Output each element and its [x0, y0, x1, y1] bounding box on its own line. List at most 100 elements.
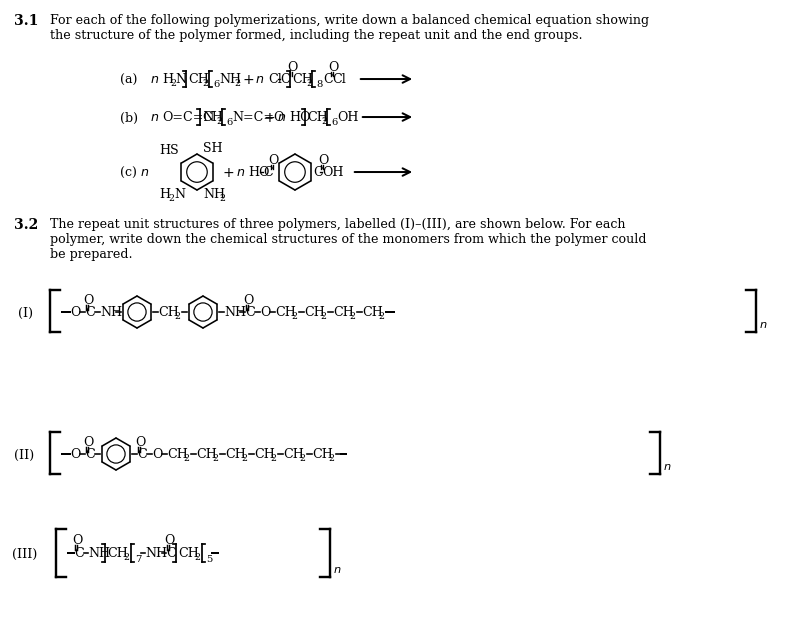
Text: O: O	[83, 294, 94, 307]
Text: 2: 2	[182, 454, 189, 463]
Text: C: C	[280, 74, 289, 86]
Text: OH: OH	[336, 111, 358, 124]
Text: O: O	[259, 306, 270, 319]
Text: $+$: $+$	[222, 166, 234, 180]
Text: CH: CH	[274, 306, 296, 319]
Text: CH: CH	[188, 74, 209, 86]
Text: 2: 2	[328, 454, 334, 463]
Text: CH: CH	[201, 111, 223, 124]
Text: O: O	[70, 306, 80, 319]
Text: HO: HO	[247, 166, 269, 179]
Text: 3.1: 3.1	[14, 14, 38, 28]
Text: (c): (c)	[120, 166, 137, 179]
Text: CH: CH	[254, 448, 274, 461]
Text: 2: 2	[320, 117, 327, 126]
Text: CH: CH	[224, 448, 246, 461]
Text: CH: CH	[307, 111, 328, 124]
Text: 2: 2	[201, 79, 208, 89]
Text: SH: SH	[203, 142, 222, 155]
Text: CH: CH	[292, 74, 312, 86]
Text: O: O	[72, 534, 82, 547]
Text: C: C	[245, 306, 255, 319]
Text: Cl: Cl	[268, 74, 282, 86]
Text: $n$: $n$	[140, 166, 149, 179]
Text: 2: 2	[270, 454, 276, 463]
Text: (a): (a)	[120, 74, 137, 86]
Text: 7: 7	[135, 555, 141, 563]
Text: CH: CH	[362, 306, 382, 319]
Text: O: O	[135, 436, 145, 449]
Text: 2: 2	[320, 312, 326, 321]
Text: HS: HS	[159, 144, 178, 157]
Text: C: C	[262, 166, 273, 179]
Text: CH: CH	[196, 448, 216, 461]
Text: (b): (b)	[120, 111, 138, 124]
Text: (III): (III)	[12, 547, 37, 560]
Text: polymer, write down the chemical structures of the monomers from which the polym: polymer, write down the chemical structu…	[50, 233, 646, 246]
Text: H: H	[159, 188, 170, 201]
Text: CH: CH	[282, 448, 304, 461]
Text: N=C=O: N=C=O	[232, 111, 284, 124]
Text: C: C	[166, 547, 175, 560]
Text: NH: NH	[88, 547, 110, 560]
Text: 2: 2	[305, 79, 312, 89]
Text: NH: NH	[219, 74, 241, 86]
Text: 2: 2	[193, 553, 200, 562]
Text: $n$: $n$	[758, 319, 767, 329]
Text: 3.2: 3.2	[14, 218, 38, 232]
Text: CH: CH	[304, 306, 324, 319]
Text: N: N	[174, 74, 186, 86]
Text: CH: CH	[332, 306, 354, 319]
Text: CH: CH	[312, 448, 332, 461]
Text: NH: NH	[145, 547, 167, 560]
Text: O: O	[83, 436, 94, 449]
Text: CH: CH	[178, 547, 198, 560]
Text: CH: CH	[167, 448, 188, 461]
Text: C: C	[74, 547, 83, 560]
Text: C: C	[85, 306, 94, 319]
Text: NH: NH	[100, 306, 122, 319]
Text: the structure of the polymer formed, including the repeat unit and the end group: the structure of the polymer formed, inc…	[50, 29, 582, 42]
Text: O: O	[70, 448, 80, 461]
Text: (II): (II)	[14, 448, 34, 461]
Text: 2: 2	[290, 312, 297, 321]
Text: $n$: $n$	[662, 461, 671, 471]
Text: O: O	[151, 448, 163, 461]
Text: $n$: $n$	[277, 111, 285, 124]
Text: $n$: $n$	[236, 166, 245, 179]
Text: O: O	[286, 61, 297, 74]
Text: $n$: $n$	[150, 111, 159, 124]
Text: H: H	[162, 74, 173, 86]
Text: 6: 6	[331, 119, 337, 127]
Text: The repeat unit structures of three polymers, labelled (I)–(III), are shown belo: The repeat unit structures of three poly…	[50, 218, 625, 231]
Text: 2: 2	[174, 312, 180, 321]
Text: $n$: $n$	[255, 74, 264, 86]
Text: $+$: $+$	[242, 73, 254, 87]
Text: (I): (I)	[18, 306, 33, 319]
Text: C: C	[323, 74, 332, 86]
Text: 5: 5	[205, 555, 212, 563]
Text: 2: 2	[241, 454, 247, 463]
Text: NH: NH	[224, 306, 246, 319]
Text: $n$: $n$	[332, 564, 341, 574]
Text: For each of the following polymerizations, write down a balanced chemical equati: For each of the following polymerization…	[50, 14, 649, 27]
Text: 2: 2	[219, 194, 224, 203]
Text: 2: 2	[377, 312, 384, 321]
Text: O: O	[268, 154, 278, 167]
Text: 2: 2	[349, 312, 354, 321]
Text: O: O	[318, 154, 328, 167]
Text: 2: 2	[170, 79, 176, 89]
Text: C: C	[312, 166, 322, 179]
Text: NH: NH	[203, 188, 225, 201]
Text: CH: CH	[107, 547, 128, 560]
Text: N: N	[174, 188, 185, 201]
Text: OH: OH	[322, 166, 343, 179]
Text: 6: 6	[226, 119, 232, 127]
Text: C: C	[85, 448, 94, 461]
Text: 6: 6	[213, 80, 219, 89]
Text: O: O	[243, 294, 253, 307]
Text: O: O	[328, 61, 338, 74]
Text: be prepared.: be prepared.	[50, 248, 132, 261]
Text: 2: 2	[299, 454, 305, 463]
Text: Cl: Cl	[331, 74, 346, 86]
